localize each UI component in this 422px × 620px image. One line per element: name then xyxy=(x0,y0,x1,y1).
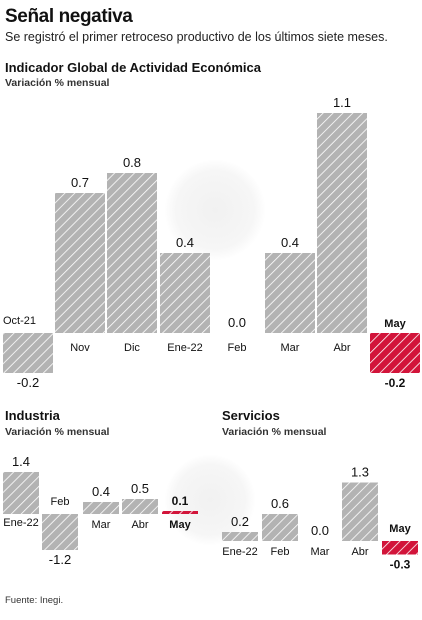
value-label: 1.3 xyxy=(351,465,369,480)
bar-may xyxy=(382,541,418,555)
value-label: 0.1 xyxy=(172,494,189,508)
category-label: May xyxy=(169,519,191,531)
value-label: 0.2 xyxy=(231,514,249,529)
value-label: 0.7 xyxy=(71,175,89,190)
category-label: May xyxy=(389,523,411,535)
category-label: Ene-22 xyxy=(3,517,38,529)
bar-ene-22 xyxy=(222,532,258,541)
bar-oct-21 xyxy=(3,333,53,373)
value-label: 0.5 xyxy=(131,481,149,496)
bar-may xyxy=(162,511,198,514)
bar-abr xyxy=(342,482,378,541)
value-label: 0.4 xyxy=(176,235,194,250)
industria-chart-ylabel: Variación % mensual xyxy=(5,426,110,438)
igae-chart-title: Indicador Global de Actividad Económica xyxy=(5,60,261,75)
category-label: Feb xyxy=(228,342,247,354)
bar-dic xyxy=(107,173,157,333)
category-label: Nov xyxy=(70,342,90,354)
igae-chart-ylabel: Variación % mensual xyxy=(5,77,110,89)
value-label: 0.0 xyxy=(311,523,329,538)
category-label: Dic xyxy=(124,342,140,354)
value-label: -0.2 xyxy=(17,375,39,390)
value-label: 0.8 xyxy=(123,155,141,170)
bar-may xyxy=(370,333,420,373)
value-label: -0.2 xyxy=(385,376,406,390)
value-label: -0.3 xyxy=(390,558,411,572)
category-label: Feb xyxy=(51,496,70,508)
page-headline: Señal negativa xyxy=(5,6,133,27)
watermark-seal xyxy=(165,455,255,545)
category-label: Abr xyxy=(131,519,148,531)
category-label: Ene-22 xyxy=(167,342,202,354)
value-label: 0.0 xyxy=(228,315,246,330)
category-label: Ene-22 xyxy=(222,546,257,558)
bar-abr xyxy=(317,113,367,333)
category-label: Mar xyxy=(281,342,300,354)
source-note: Fuente: Inegi. xyxy=(5,595,64,606)
page-subtitle: Se registró el primer retroceso producti… xyxy=(5,30,388,44)
category-label: Oct-21 xyxy=(3,315,36,327)
bar-mar xyxy=(83,502,119,514)
value-label: 0.4 xyxy=(281,235,299,250)
servicios-chart-title: Servicios xyxy=(222,408,280,423)
bar-feb xyxy=(42,514,78,550)
category-label: Mar xyxy=(92,519,111,531)
value-label: 1.4 xyxy=(12,454,30,469)
value-label: 1.1 xyxy=(333,95,351,110)
bar-feb xyxy=(262,514,298,541)
category-label: Feb xyxy=(271,546,290,558)
bar-ene-22 xyxy=(160,253,210,333)
category-label: Mar xyxy=(311,546,330,558)
value-label: 0.6 xyxy=(271,496,289,511)
category-label: Abr xyxy=(333,342,350,354)
bar-ene-22 xyxy=(3,472,39,514)
category-label: May xyxy=(384,318,406,330)
bar-mar xyxy=(265,253,315,333)
value-label: 0.4 xyxy=(92,484,110,499)
industria-chart-title: Industria xyxy=(5,408,60,423)
value-label: -1.2 xyxy=(49,552,71,567)
bar-abr xyxy=(122,499,158,514)
category-label: Abr xyxy=(351,546,368,558)
bar-nov xyxy=(55,193,105,333)
watermark-seal xyxy=(165,160,265,260)
servicios-chart-ylabel: Variación % mensual xyxy=(222,426,327,438)
